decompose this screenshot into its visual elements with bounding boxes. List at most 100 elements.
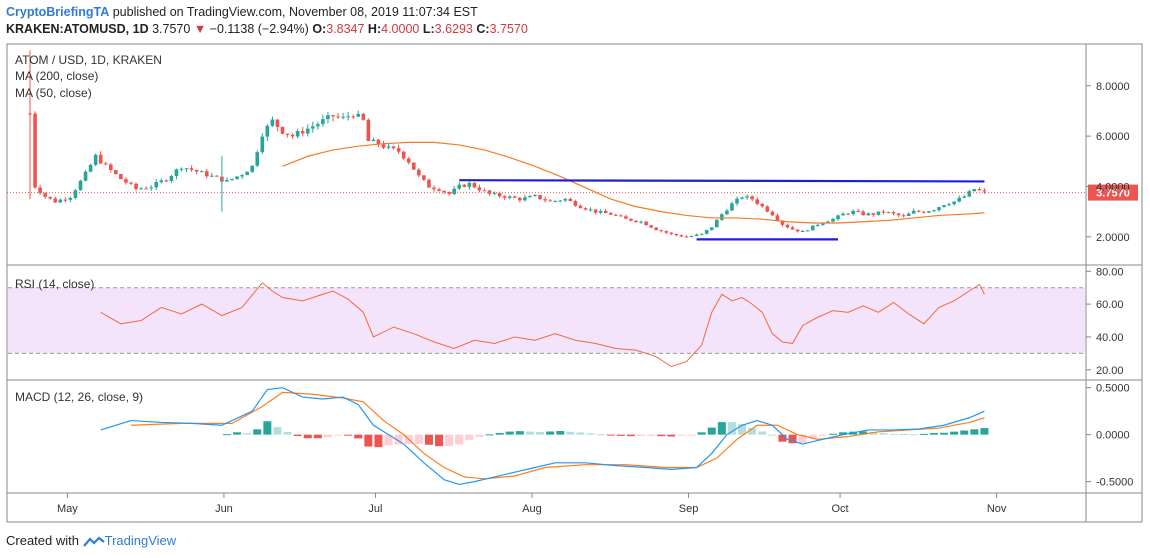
macd-histogram-bar <box>960 430 969 435</box>
symbol-line: KRAKEN:ATOMUSD, 1D 3.7570 ▼ −0.1138 (−2.… <box>6 22 528 36</box>
candle-body <box>982 190 987 192</box>
macd-histogram-bar <box>929 433 938 435</box>
candle-body <box>603 211 608 214</box>
candle-body <box>442 190 446 193</box>
candle-body <box>235 176 239 179</box>
candle-body <box>876 211 881 215</box>
candle-body <box>502 196 507 198</box>
macd-histogram-bar <box>576 432 585 435</box>
macd-histogram-bar <box>637 434 646 437</box>
macd-histogram-bar <box>667 434 676 437</box>
candle-body <box>937 207 941 211</box>
macd-histogram-bar <box>525 431 534 435</box>
candle-body <box>568 198 573 202</box>
macd-histogram-bar <box>293 434 302 437</box>
macd-histogram-bar <box>384 434 393 446</box>
macd-histogram-bar <box>344 434 353 436</box>
candle-body <box>280 126 285 134</box>
macd-histogram-bar <box>505 431 514 435</box>
macd-histogram-bar <box>485 434 494 436</box>
candle-body <box>174 169 179 177</box>
macd-histogram-bar <box>808 434 817 439</box>
macd-histogram-bar <box>758 431 767 435</box>
candle-body <box>240 175 244 177</box>
candle-body <box>765 206 770 212</box>
candle-body <box>497 193 502 197</box>
high-value: 4.0000 <box>381 22 420 36</box>
candle-body <box>144 188 148 190</box>
candle-body <box>816 224 820 226</box>
candle-body <box>230 178 234 181</box>
candle-body <box>255 152 260 166</box>
candle-body <box>770 211 775 216</box>
macd-line <box>100 387 985 486</box>
candle-body <box>507 196 512 198</box>
candle-body <box>225 180 229 182</box>
macd-histogram-bar <box>768 434 777 436</box>
candle-body <box>43 193 47 197</box>
macd-histogram-bar <box>717 422 726 435</box>
candle-body <box>78 180 83 191</box>
candle-body <box>134 183 138 190</box>
candle-body <box>159 180 164 183</box>
macd-signal-line <box>130 391 985 480</box>
candle-body <box>624 216 628 219</box>
open-label: O: <box>312 22 327 36</box>
candle-body <box>775 215 780 221</box>
macd-histogram-bar <box>495 433 504 435</box>
macd-histogram-bar <box>364 434 373 447</box>
tradingview-brand[interactable]: TradingView <box>104 533 177 548</box>
time-axis-tick-label: Oct <box>831 503 848 515</box>
candle-body <box>588 209 593 211</box>
macd-histogram-bar <box>980 428 989 435</box>
candle-body <box>639 221 643 223</box>
candle-body <box>311 126 315 129</box>
macd-histogram-bar <box>657 434 666 437</box>
candle-body <box>300 131 305 134</box>
macd-histogram-bar <box>253 429 262 435</box>
candle-body <box>810 225 815 231</box>
candle-body <box>619 215 623 217</box>
candle-body <box>629 218 633 221</box>
macd-histogram-bar <box>414 434 423 445</box>
candle-body <box>326 115 330 120</box>
candle-body <box>194 169 199 172</box>
candle-body <box>58 199 63 203</box>
candle-body <box>689 235 694 237</box>
candle-body <box>316 124 320 127</box>
candle-body <box>593 209 598 213</box>
candle-body <box>654 227 658 231</box>
publisher-link[interactable]: CryptoBriefingTA <box>6 5 110 19</box>
candle-body <box>204 171 209 177</box>
candle-body <box>533 195 537 197</box>
published-text: published on TradingView.com, November 0… <box>112 5 478 19</box>
macd-histogram-bar <box>738 424 747 435</box>
candle-body <box>694 234 699 236</box>
candle-body <box>891 212 896 214</box>
candle-body <box>548 200 552 202</box>
candle-body <box>38 187 42 194</box>
candle-body <box>48 196 52 199</box>
candle-body <box>528 196 532 198</box>
time-axis-tick-label: Nov <box>987 503 1007 515</box>
macd-histogram-bar <box>909 434 918 436</box>
ma50-line <box>282 141 985 224</box>
candle-body <box>518 197 522 201</box>
candle-body <box>305 128 310 134</box>
macd-histogram-bar <box>313 434 322 439</box>
close-value: 3.7570 <box>489 22 528 36</box>
macd-histogram-bar <box>424 434 433 445</box>
candle-body <box>871 213 876 215</box>
macd-histogram-bar <box>798 434 807 443</box>
candle-body <box>780 220 785 225</box>
last-price-badge-label: 3.7570 <box>1096 188 1130 200</box>
candle-body <box>351 116 355 118</box>
macd-histogram-bar <box>374 434 383 448</box>
time-axis-tick-label: Aug <box>522 503 542 515</box>
candle-body <box>760 203 765 207</box>
macd-histogram-bar <box>919 433 928 435</box>
candle-body <box>447 192 451 195</box>
candle-body <box>674 233 679 236</box>
chart-canvas[interactable]: 3.7570 2.0000 4.0000 6.0000 8.0000 20.00 40.0… <box>0 0 1150 530</box>
candle-body <box>684 236 689 238</box>
